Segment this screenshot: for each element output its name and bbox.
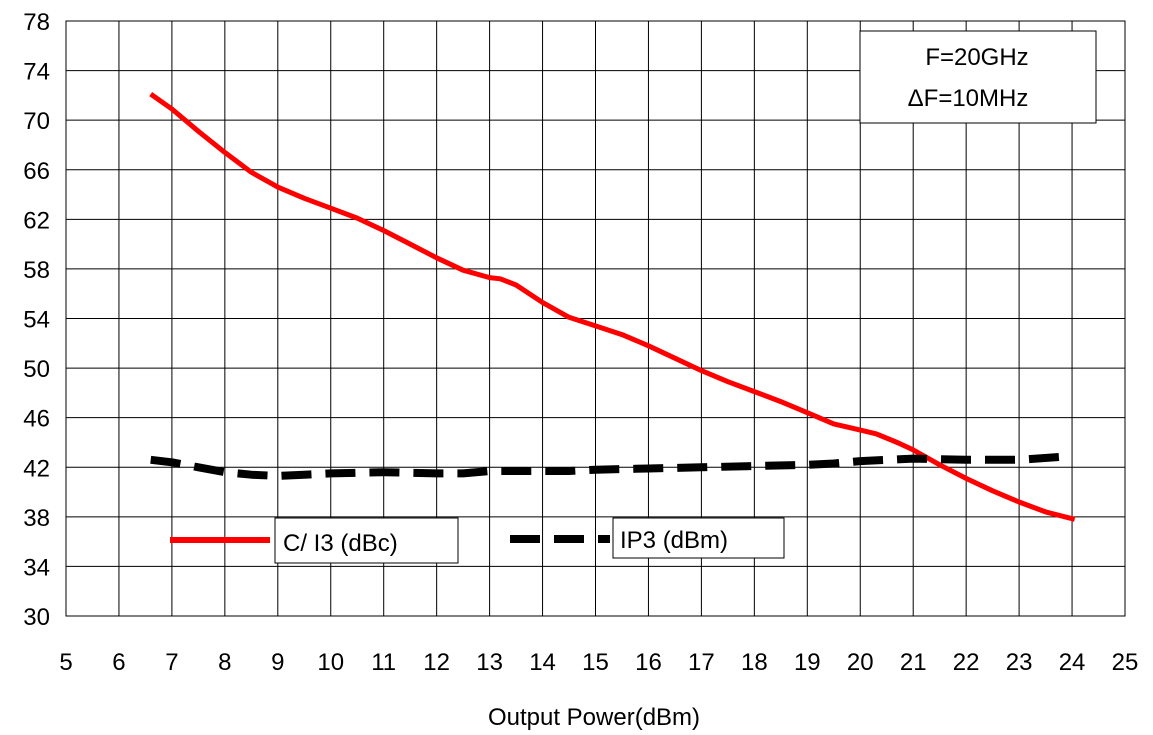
- x-tick-label: 25: [1112, 649, 1139, 676]
- annotation-box: F=20GHz ΔF=10MHz: [859, 30, 1097, 124]
- y-tick-label: 58: [23, 257, 50, 284]
- x-tick-label: 17: [688, 649, 715, 676]
- legend: C/ I3 (dBc) IP3 (dBm): [170, 517, 785, 564]
- x-tick-label: 13: [476, 649, 503, 676]
- x-tick-label: 10: [317, 649, 344, 676]
- legend-box-ip3: [612, 517, 785, 559]
- y-tick-label: 42: [23, 455, 50, 482]
- x-tick-label: 19: [794, 649, 821, 676]
- x-tick-label: 9: [271, 649, 284, 676]
- y-tick-label: 54: [23, 307, 50, 334]
- x-tick-label: 14: [529, 649, 556, 676]
- y-tick-label: 74: [23, 59, 50, 86]
- series-layer: [149, 92, 1076, 522]
- legend-label-ci3: C/ I3 (dBc): [283, 530, 398, 557]
- y-tick-label: 34: [23, 554, 50, 581]
- x-tick-label: 5: [59, 649, 72, 676]
- x-tick-label: 6: [112, 649, 125, 676]
- x-axis-title: Output Power(dBm): [488, 704, 700, 731]
- x-tick-label: 16: [635, 649, 662, 676]
- annotation-frequency: F=20GHz: [925, 44, 1028, 71]
- y-tick-label: 78: [23, 9, 50, 36]
- x-tick-label: 20: [847, 649, 874, 676]
- x-tick-label: 21: [900, 649, 927, 676]
- x-tick-label: 7: [165, 649, 178, 676]
- x-tick-label: 11: [371, 649, 396, 676]
- plot-frame: [65, 20, 1126, 617]
- x-tick-label: 12: [423, 649, 450, 676]
- y-tick-label: 50: [23, 356, 50, 383]
- x-tick-label: 22: [953, 649, 980, 676]
- y-tick-label: 70: [23, 108, 50, 135]
- x-tick-label: 23: [1006, 649, 1033, 676]
- x-tick-label: 24: [1059, 649, 1086, 676]
- x-tick-label: 18: [741, 649, 768, 676]
- y-tick-label: 66: [23, 158, 50, 185]
- x-tick-label: 8: [218, 649, 231, 676]
- y-tick-label: 38: [23, 505, 50, 532]
- legend-box-ci3: [274, 517, 459, 564]
- x-axis-tick-labels: 5 6 7 8 9 10 11 12 13 14 15 16 17 18 19 20 21 22 23 24 25: [59, 649, 1138, 676]
- y-tick-label: 62: [23, 207, 50, 234]
- x-tick-label: 15: [582, 649, 609, 676]
- legend-label-ip3: IP3 (dBm): [620, 527, 728, 554]
- series-line-ci3: [149, 92, 1076, 522]
- y-tick-label: 46: [23, 406, 50, 433]
- annotation-delta-frequency: ΔF=10MHz: [908, 85, 1029, 112]
- annotation-frame: [859, 30, 1097, 124]
- y-tick-label: 30: [23, 604, 50, 631]
- y-axis-tick-labels: 30 34 38 42 46 50 54 58 62 66 70 74 78: [23, 9, 50, 631]
- series-line-ip3: [150, 452, 1073, 480]
